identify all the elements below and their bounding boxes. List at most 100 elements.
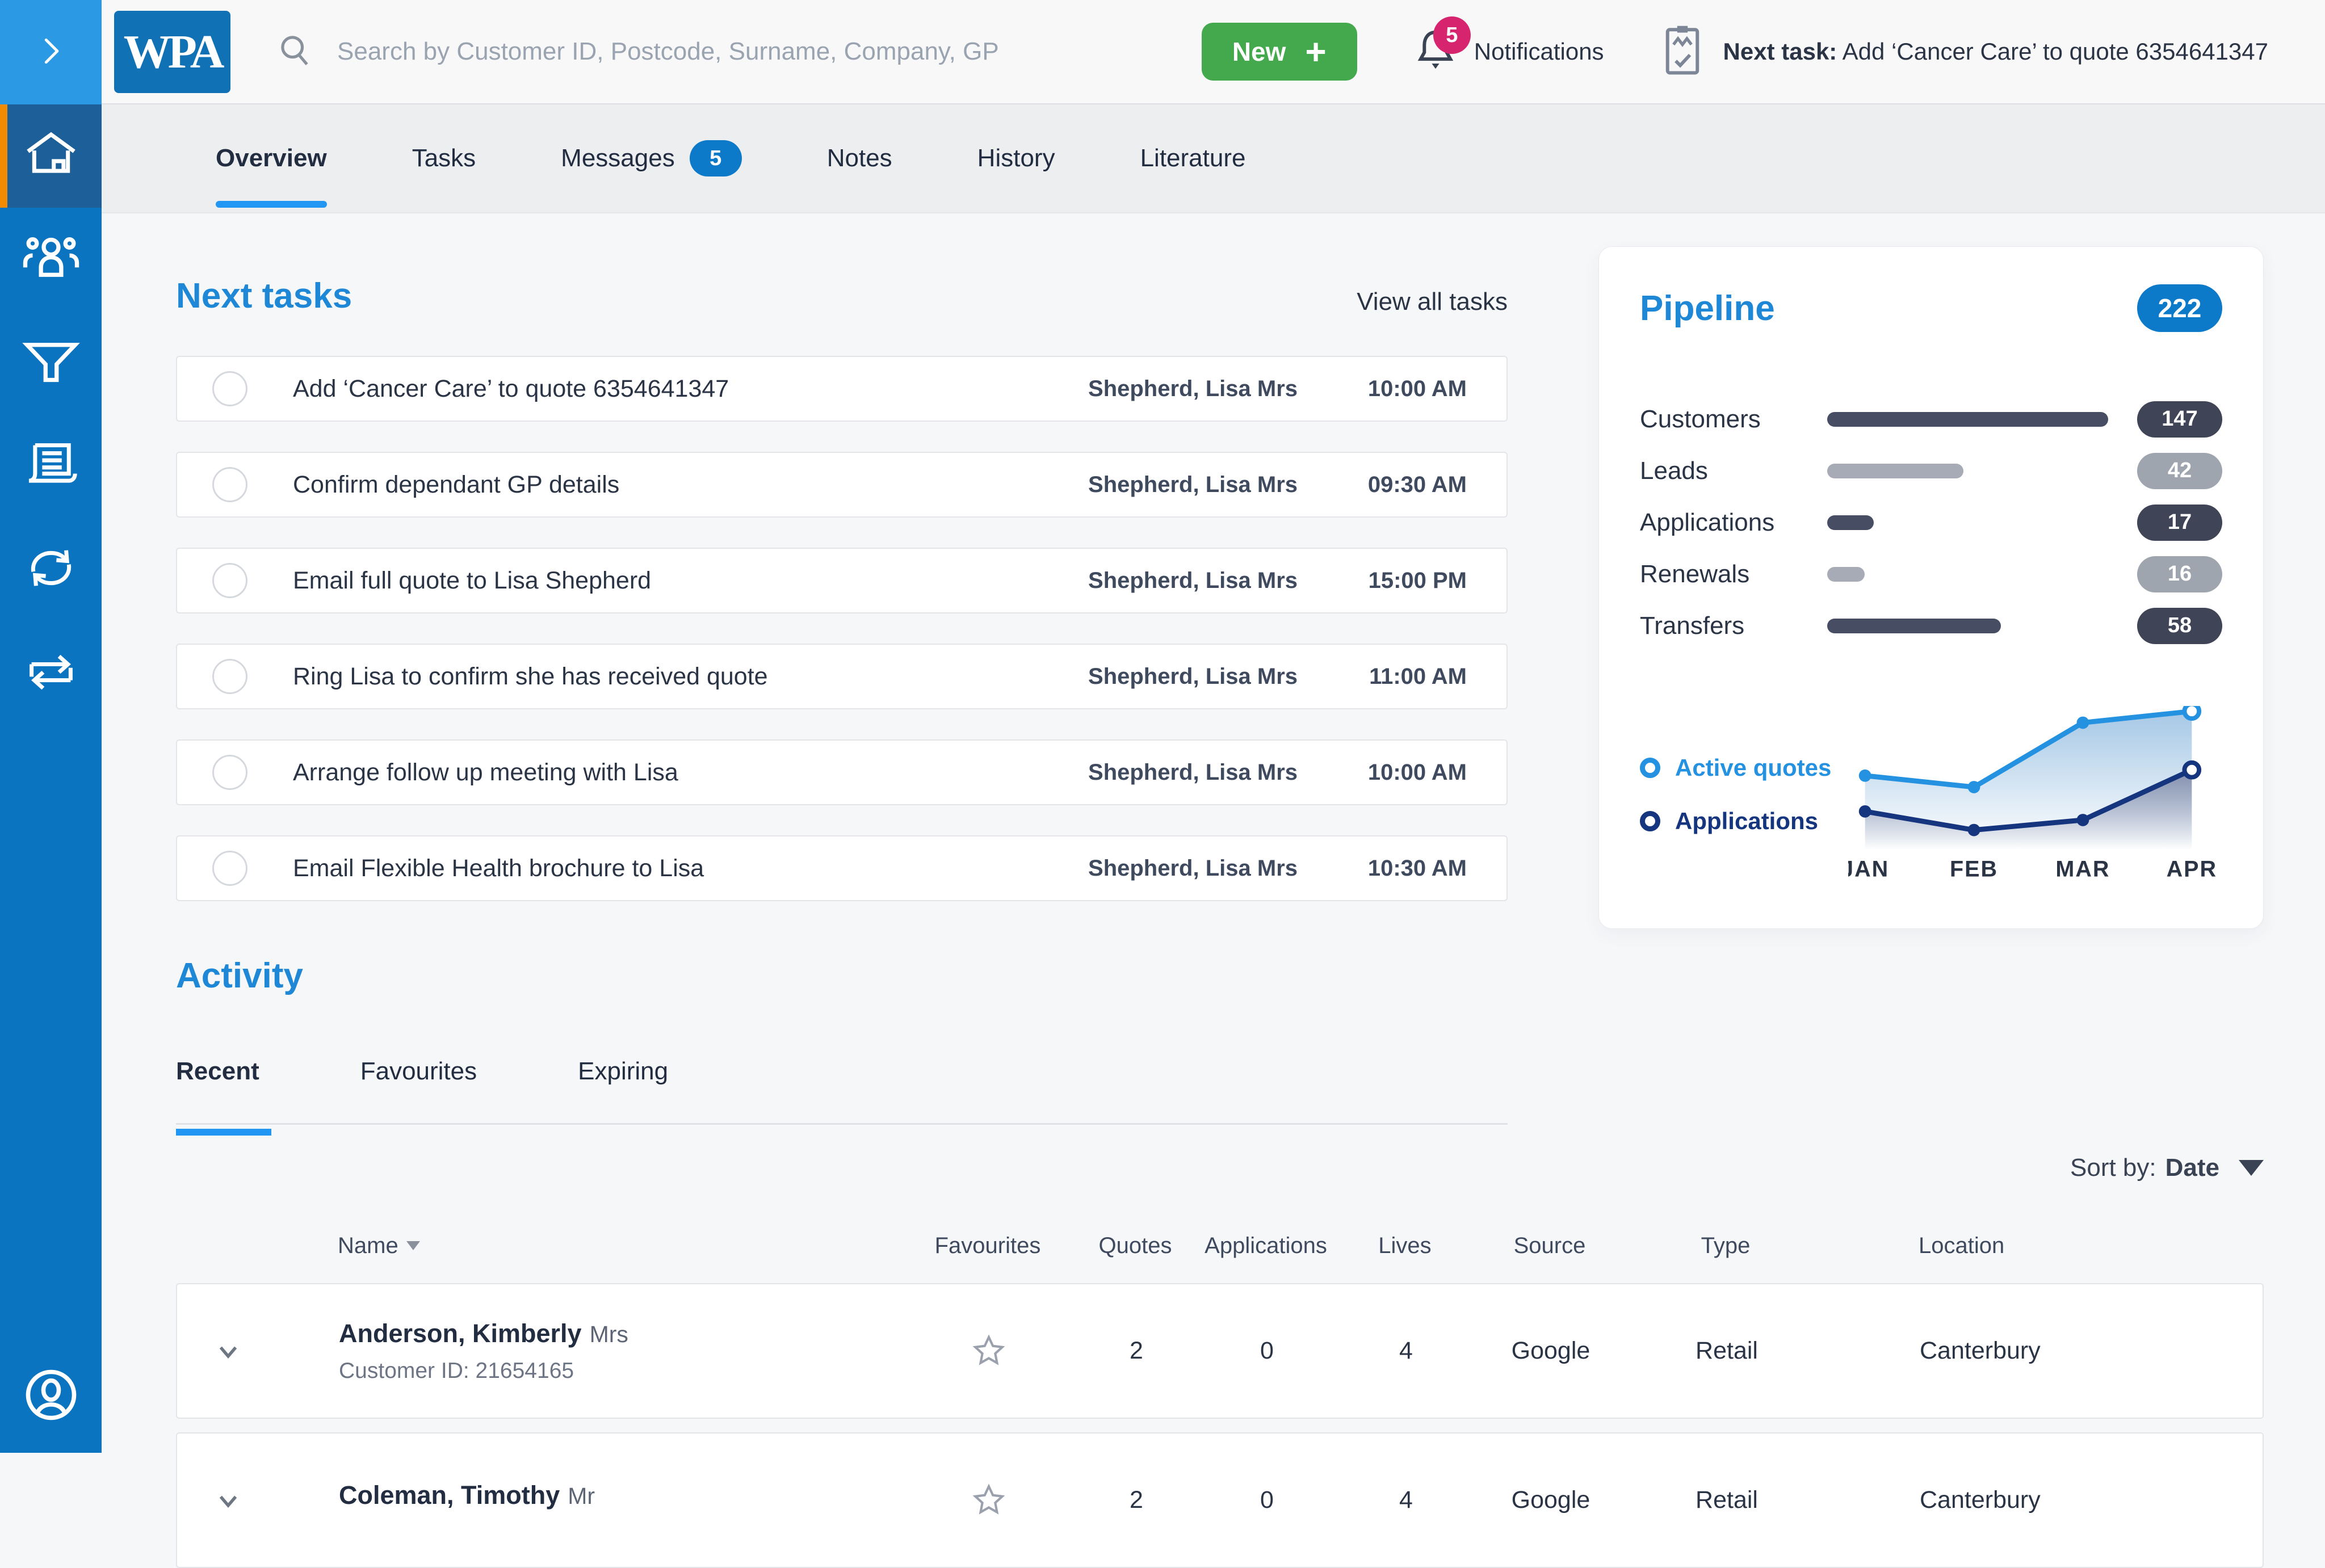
page-tabs: Overview Tasks Messages 5 Notes History … bbox=[102, 104, 2325, 213]
task-customer: Shepherd, Lisa Mrs bbox=[1088, 472, 1298, 497]
sidebar-item-sync[interactable] bbox=[0, 518, 102, 621]
customer-name-cell: Coleman, Timothy Mr bbox=[279, 1481, 909, 1520]
sidebar-item-filter[interactable] bbox=[0, 311, 102, 414]
tab-literature[interactable]: Literature bbox=[1140, 104, 1246, 212]
pipeline-chart-legend: Active quotes Applications bbox=[1640, 754, 1848, 835]
sidebar-item-home[interactable] bbox=[0, 104, 102, 208]
search-input[interactable] bbox=[337, 37, 1189, 66]
type-cell: Retail bbox=[1696, 1486, 1758, 1514]
task-row[interactable]: Ring Lisa to confirm she has received qu… bbox=[176, 644, 1508, 709]
favourite-star-icon[interactable] bbox=[909, 1482, 1068, 1519]
pipeline-bar-track bbox=[1827, 411, 2117, 427]
global-search bbox=[275, 30, 1202, 74]
column-header-lives: Lives bbox=[1378, 1233, 1432, 1258]
task-text: Ring Lisa to confirm she has received qu… bbox=[293, 662, 768, 690]
new-button[interactable]: New + bbox=[1201, 23, 1357, 81]
legend-applications-label: Applications bbox=[1675, 808, 1819, 834]
profile-icon bbox=[20, 1364, 82, 1428]
activity-tab-expiring[interactable]: Expiring bbox=[578, 1057, 669, 1085]
view-all-tasks-link[interactable]: View all tasks bbox=[1357, 288, 1508, 316]
wpa-logo-text: WPA bbox=[123, 25, 225, 78]
task-checkbox[interactable] bbox=[212, 467, 247, 502]
column-header-quotes: Quotes bbox=[1098, 1233, 1172, 1258]
task-time: 10:00 AM bbox=[1367, 759, 1467, 785]
task-row[interactable]: Email Flexible Health brochure to Lisa S… bbox=[176, 835, 1508, 901]
next-task-label: Next task: bbox=[1723, 38, 1837, 65]
svg-text:FEB: FEB bbox=[1950, 856, 1998, 881]
activity-tab-recent[interactable]: Recent bbox=[176, 1057, 271, 1136]
tab-literature-label: Literature bbox=[1140, 144, 1246, 172]
task-time: 11:00 AM bbox=[1369, 663, 1467, 689]
row-expander-chevron-icon[interactable] bbox=[177, 1481, 279, 1520]
task-customer: Shepherd, Lisa Mrs bbox=[1088, 759, 1298, 785]
quotes-cell: 2 bbox=[1130, 1337, 1143, 1364]
sidebar-expand-toggle[interactable] bbox=[0, 0, 102, 104]
applications-cell: 0 bbox=[1260, 1486, 1274, 1514]
wpa-logo[interactable]: WPA bbox=[114, 10, 230, 93]
task-row[interactable]: Arrange follow up meeting with Lisa Shep… bbox=[176, 739, 1508, 805]
tab-notes[interactable]: Notes bbox=[827, 104, 892, 212]
clipboard-check-icon bbox=[1659, 22, 1706, 82]
table-row[interactable]: Anderson, Kimberly Mrs Customer ID: 21654… bbox=[176, 1283, 2264, 1419]
tab-history[interactable]: History bbox=[977, 104, 1055, 212]
notifications-label: Notifications bbox=[1474, 38, 1604, 65]
task-text: Email Flexible Health brochure to Lisa bbox=[293, 854, 704, 882]
pipeline-bar bbox=[1827, 463, 1963, 478]
activity-tab-favourites[interactable]: Favourites bbox=[360, 1057, 477, 1085]
sidebar-item-documents[interactable] bbox=[0, 414, 102, 518]
applications-marker-icon bbox=[1640, 811, 1660, 831]
filter-icon bbox=[22, 332, 81, 394]
pipeline-title: Pipeline bbox=[1640, 288, 1775, 328]
customer-name: Coleman, Timothy bbox=[339, 1480, 560, 1510]
task-checkbox[interactable] bbox=[212, 851, 247, 886]
search-icon bbox=[275, 30, 317, 74]
location-cell: Canterbury bbox=[1920, 1337, 2041, 1364]
pipeline-card: Pipeline 222 Customers 147 Leads 42 Appl… bbox=[1598, 246, 2264, 929]
task-row[interactable]: Confirm dependant GP details Shepherd, L… bbox=[176, 452, 1508, 518]
task-checkbox[interactable] bbox=[212, 659, 247, 694]
task-time: 09:30 AM bbox=[1367, 472, 1467, 497]
sidebar-item-customers[interactable] bbox=[0, 208, 102, 311]
active-quotes-marker-icon bbox=[1640, 758, 1660, 778]
sidebar-item-transfers[interactable] bbox=[0, 621, 102, 724]
task-row[interactable]: Add ‘Cancer Care’ to quote 6354641347 Sh… bbox=[176, 356, 1508, 422]
svg-text:JAN: JAN bbox=[1848, 856, 1889, 881]
sidebar-spacer bbox=[0, 724, 102, 1339]
task-row[interactable]: Email full quote to Lisa Shepherd Shephe… bbox=[176, 548, 1508, 613]
column-header-name[interactable]: Name bbox=[278, 1233, 908, 1259]
task-customer: Shepherd, Lisa Mrs bbox=[1088, 376, 1298, 401]
tab-tasks[interactable]: Tasks bbox=[412, 104, 476, 212]
task-time: 15:00 PM bbox=[1368, 567, 1467, 593]
legend-applications: Applications bbox=[1640, 808, 1848, 835]
pipeline-bar-track bbox=[1827, 566, 2117, 582]
pipeline-bar bbox=[1827, 515, 1874, 530]
transfer-icon bbox=[23, 643, 79, 703]
pipeline-row: Transfers 58 bbox=[1640, 600, 2222, 651]
sidebar-item-profile[interactable] bbox=[0, 1339, 102, 1453]
row-expander-chevron-icon[interactable] bbox=[177, 1331, 279, 1371]
pipeline-rows: Customers 147 Leads 42 Applications 17 R… bbox=[1640, 393, 2222, 651]
legend-active-quotes-label: Active quotes bbox=[1675, 754, 1832, 781]
svg-text:APR: APR bbox=[2167, 856, 2217, 881]
task-customer: Shepherd, Lisa Mrs bbox=[1088, 567, 1298, 593]
next-task-banner[interactable]: Next task: Add ‘Cancer Care’ to quote 63… bbox=[1659, 22, 2268, 82]
favourite-star-icon[interactable] bbox=[909, 1332, 1068, 1370]
tab-messages[interactable]: Messages 5 bbox=[561, 104, 742, 212]
sort-control[interactable]: Sort by: Date bbox=[176, 1154, 2264, 1182]
tab-overview[interactable]: Overview bbox=[216, 104, 327, 212]
task-list: Add ‘Cancer Care’ to quote 6354641347 Sh… bbox=[176, 356, 1508, 901]
task-checkbox[interactable] bbox=[212, 563, 247, 598]
task-checkbox[interactable] bbox=[212, 371, 247, 406]
task-time: 10:30 AM bbox=[1367, 855, 1467, 881]
pipeline-bar bbox=[1827, 618, 2001, 633]
notifications-button[interactable]: 5 Notifications bbox=[1412, 16, 1604, 79]
sort-label: Sort by: bbox=[2070, 1154, 2156, 1182]
task-text: Email full quote to Lisa Shepherd bbox=[293, 566, 652, 594]
main-area: WPA New + 5 Notifications bbox=[102, 0, 2325, 1453]
pipeline-row: Leads 42 bbox=[1640, 445, 2222, 497]
pipeline-chart: JAN FEB MAR APR bbox=[1848, 706, 2217, 881]
pipeline-row-label: Leads bbox=[1640, 456, 1708, 485]
notifications-count-badge: 5 bbox=[1433, 16, 1471, 54]
column-header-type: Type bbox=[1701, 1233, 1751, 1258]
task-checkbox[interactable] bbox=[212, 755, 247, 790]
